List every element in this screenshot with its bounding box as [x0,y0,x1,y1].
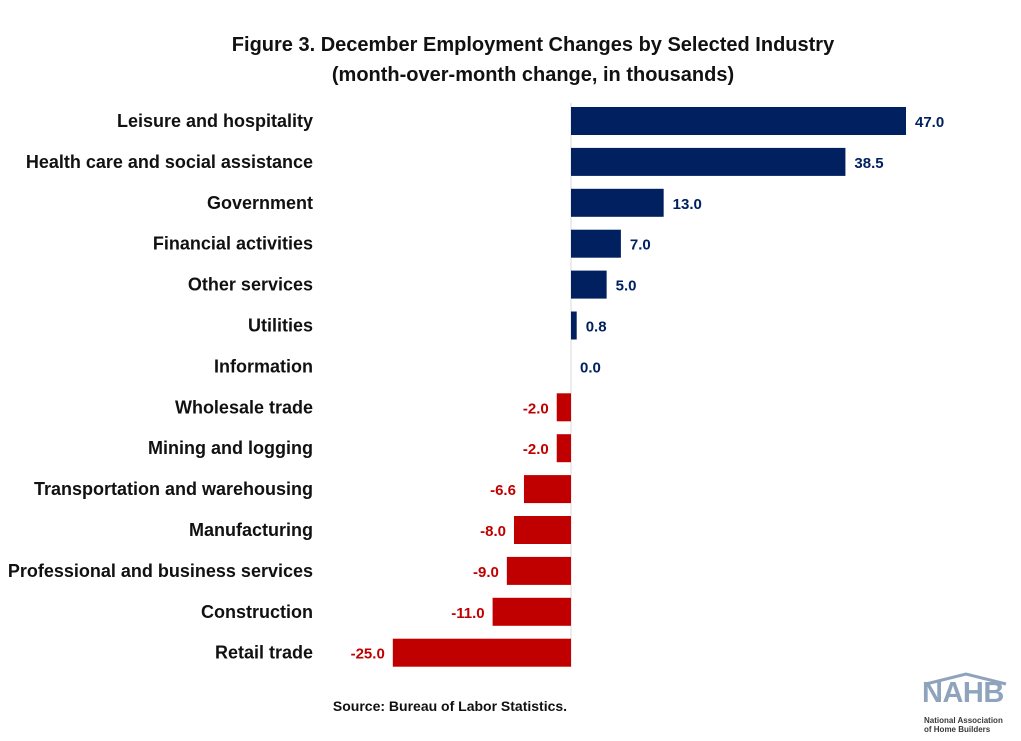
bar [492,597,571,626]
data-label: -25.0 [351,646,385,663]
logo-roof-icon [925,672,1007,686]
logo-line-2: of Home Builders [924,725,991,734]
nahb-logo: NAHB National Association of Home Builde… [922,672,1012,738]
bar [571,270,607,299]
data-label: -2.0 [523,441,549,458]
category-label: Construction [201,602,313,622]
bar [571,188,664,217]
category-label: Leisure and hospitality [117,111,313,131]
logo-line-1: National Association [924,716,1003,725]
bar [571,311,577,340]
data-label: -11.0 [451,605,484,622]
category-label: Financial activities [153,234,313,254]
bar [556,434,571,463]
category-label: Retail trade [215,643,313,663]
category-label: Transportation and warehousing [34,479,313,499]
data-label: -2.0 [523,400,549,417]
bar [571,147,846,176]
logo-subtitle: National Association of Home Builders [924,716,1014,734]
data-label: 7.0 [630,237,651,254]
data-label: 0.8 [586,319,607,336]
logo-mark: NAHB [922,677,1004,709]
data-label: 0.0 [580,359,601,376]
category-label: Manufacturing [189,520,313,540]
data-label: -8.0 [480,523,506,540]
bar [513,516,571,544]
category-label: Mining and logging [148,438,313,458]
chart-subtitle: (month-over-month change, in thousands) [331,64,735,86]
bar [523,475,571,504]
bar [571,229,621,258]
source-note: Source: Bureau of Labor Statistics. [332,698,568,714]
data-label: 47.0 [915,114,944,131]
bar [556,393,571,422]
data-label: -6.6 [490,482,516,499]
bar [392,638,571,667]
bar [506,556,571,585]
category-label: Health care and social assistance [26,152,313,172]
chart-title: Figure 3. December Employment Changes by… [231,34,835,56]
data-label: -9.0 [473,564,499,581]
category-label: Information [214,356,313,376]
bar-chart: Leisure and hospitality 47.0 Health care a… [8,103,944,667]
category-label: Wholesale trade [175,397,313,417]
category-label: Utilities [248,316,313,336]
data-label: 5.0 [616,278,637,295]
bar [571,107,906,135]
data-label: 13.0 [673,196,702,213]
category-label: Other services [188,275,313,295]
chart-title-block: Figure 3. December Employment Changes by… [0,30,1021,90]
category-label: Professional and business services [8,561,313,581]
data-label: 38.5 [854,155,883,172]
category-label: Government [207,193,313,213]
